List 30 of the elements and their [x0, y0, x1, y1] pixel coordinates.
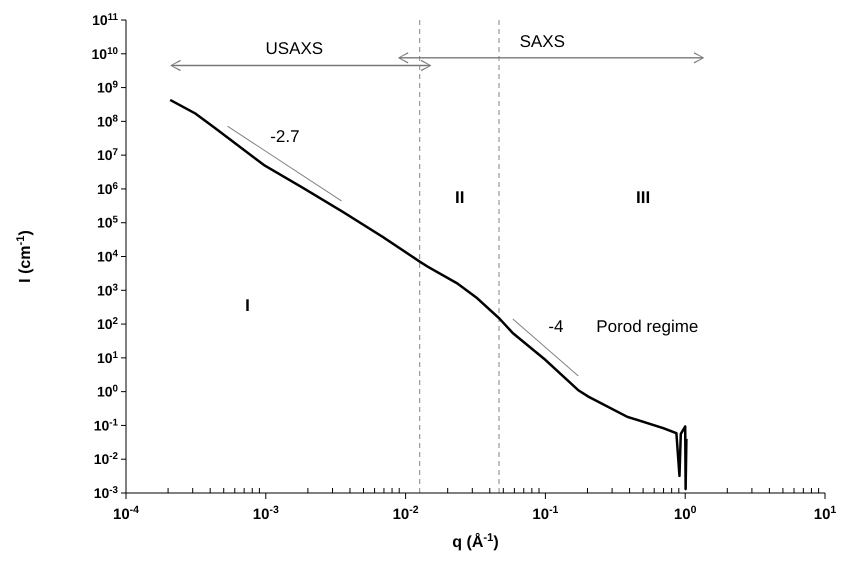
annotation: SAXS: [520, 32, 565, 51]
x-tick-label: 10$^{-2}$: [392, 504, 419, 523]
y-tick-label: 10$^{9}$: [96, 79, 119, 96]
annotation: USAXS: [266, 38, 324, 58]
y-tick-label: 10$^{1}$: [96, 349, 119, 366]
x-axis-title: q (Å$^{-1}$): [452, 532, 499, 551]
x-tick-label: 10$^{-1}$: [532, 504, 559, 523]
annotation: III: [636, 188, 650, 207]
y-tick-label: 10$^{-1}$: [94, 416, 119, 434]
y-tick-label: 10$^{6}$: [96, 180, 119, 197]
y-tick-label: 10$^{2}$: [96, 316, 119, 332]
x-tick-label: 10$^{-4}$: [112, 504, 140, 523]
y-tick-label: 10$^{8}$: [96, 112, 119, 130]
y-tick-label: 10$^{3}$: [96, 282, 119, 298]
annotation: Porod regime: [596, 316, 698, 336]
x-tick-label: 10$^{-3}$: [252, 504, 279, 523]
y-tick-label: 10$^{-3}$: [94, 484, 119, 501]
x-tick-label: 10$^{0}$: [674, 504, 697, 523]
x-tick-label: 10$^{1}$: [814, 504, 836, 523]
annotation: -2.7: [270, 126, 300, 146]
y-tick-label: 10$^{4}$: [96, 248, 119, 264]
y-tick-label: 10$^{5}$: [96, 214, 119, 231]
y-tick-label: 10$^{-2}$: [94, 450, 119, 468]
y-tick-label: 10$^{10}$: [92, 45, 119, 62]
y-tick-label: 10$^{11}$: [92, 12, 119, 28]
y-tick-label: 10$^{0}$: [96, 383, 119, 400]
annotation: I: [245, 296, 250, 315]
annotation: -4: [548, 316, 564, 336]
y-tick-label: 10$^{7}$: [96, 146, 119, 164]
annotation: II: [455, 188, 464, 207]
